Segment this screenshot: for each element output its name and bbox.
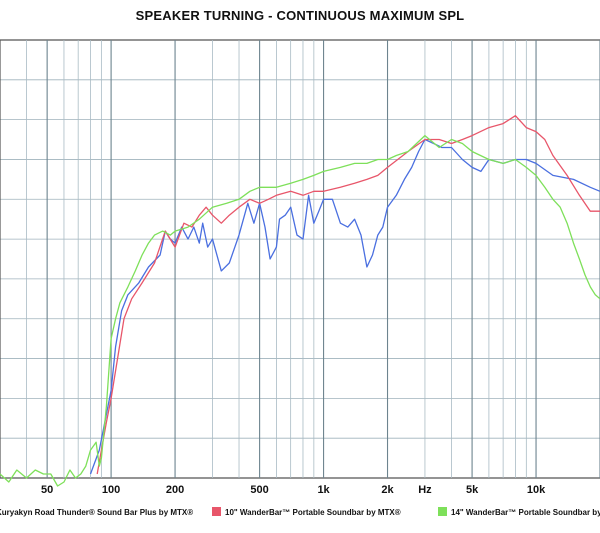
series-line-3 [0, 134, 600, 487]
x-tick-label: 2k [381, 484, 394, 496]
x-tick-label: 10k [527, 484, 546, 496]
series-layer [0, 115, 600, 487]
x-tick-label: 50 [41, 484, 53, 496]
x-axis-ticks: 50 100 200 500 1k 2k Hz 5k 10k [41, 484, 546, 496]
grid-lines [0, 39, 600, 479]
x-tick-label: 500 [250, 484, 268, 496]
legend-item-wanderbar-10: 10" WanderBar™ Portable Soundbar by MTX® [212, 507, 401, 519]
legend: Kuryakyn Road Thunder® Sound Bar Plus by… [0, 507, 600, 523]
legend-label-kuryakyn: Kuryakyn Road Thunder® Sound Bar Plus by… [0, 508, 194, 517]
chart-title: SPEAKER TURNING - CONTINUOUS MAXIMUM SPL [135, 8, 465, 23]
legend-label-wanderbar-10: 10" WanderBar™ Portable Soundbar by MTX® [225, 508, 401, 517]
legend-swatch-wanderbar-14 [438, 507, 447, 516]
series-line-1 [89, 138, 600, 475]
legend-label-wanderbar-14: 14" WanderBar™ Portable Soundbar by MTX® [451, 508, 600, 517]
x-tick-label: 200 [166, 484, 184, 496]
series-line-2 [96, 115, 600, 475]
legend-swatch-wanderbar-10 [212, 507, 221, 516]
x-tick-label: 1k [317, 484, 330, 496]
legend-item-kuryakyn: Kuryakyn Road Thunder® Sound Bar Plus by… [0, 507, 193, 519]
legend-item-wanderbar-14: 14" WanderBar™ Portable Soundbar by MTX® [438, 507, 600, 519]
x-tick-label: 5k [466, 484, 479, 496]
x-tick-label: 100 [102, 484, 120, 496]
x-tick-label: Hz [418, 484, 432, 496]
